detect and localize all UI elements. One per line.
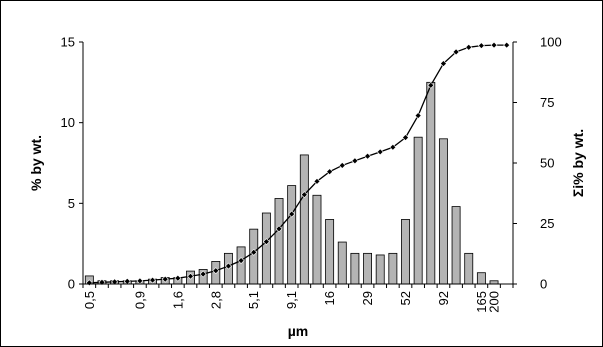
line-point-29 [452, 48, 460, 56]
bar-14 [261, 212, 271, 285]
bar-22 [363, 252, 373, 285]
line-point-26 [414, 112, 422, 119]
line-point-17 [300, 191, 308, 199]
y-right-tick-label-1: 25 [540, 216, 554, 231]
x-tick-label-4: 5,1 [246, 291, 261, 309]
bar-18 [312, 194, 322, 285]
line-point-21 [351, 157, 359, 165]
bar-21 [350, 252, 360, 285]
y-left-tick-label-2: 10 [61, 115, 75, 130]
axes: 0 5 10 15 0 25 50 75 100 0,5 0,9 1,6 2,8 5,1 9,1 16 29 52… [61, 35, 562, 313]
line-point-15 [275, 225, 283, 233]
line-point-7 [174, 274, 182, 282]
line-point-25 [402, 134, 409, 142]
line-point-28 [440, 60, 447, 67]
bar-12 [236, 246, 246, 285]
x-tick-label-8: 52 [398, 291, 413, 305]
bar-31 [476, 272, 486, 285]
cumulative-line [89, 44, 507, 284]
line-point-8 [187, 272, 194, 280]
y-left-tick-label-0: 0 [68, 277, 75, 292]
line-point-6 [161, 275, 169, 283]
bar-23 [375, 254, 385, 285]
bar-19 [325, 219, 335, 285]
x-tick-label-2: 1,6 [170, 291, 185, 309]
line-point-23 [376, 148, 384, 156]
x-tick-label-10: 165 [474, 291, 489, 313]
x-tick-label-9: 92 [436, 291, 451, 305]
line-point-11 [225, 262, 232, 270]
line-point-9 [199, 270, 207, 278]
line-point-27 [427, 81, 435, 89]
line-point-24 [389, 143, 397, 151]
bar-27 [426, 81, 436, 285]
y-left-tick-label-3: 15 [61, 35, 75, 50]
line-point-33 [503, 41, 511, 49]
line-point-19 [326, 168, 334, 176]
line-point-10 [212, 267, 220, 275]
y-right-tick-label-3: 75 [540, 95, 554, 110]
bar-13 [249, 228, 259, 285]
cumulative-line-series [85, 41, 511, 287]
line-point-31 [477, 42, 485, 50]
y-right-tick-label-4: 100 [540, 35, 562, 50]
line-point-30 [465, 43, 473, 51]
bar-30 [464, 252, 474, 285]
line-point-14 [262, 238, 270, 246]
x-tick-label-6: 16 [322, 291, 337, 305]
line-point-2 [111, 278, 119, 286]
x-tick-label-7: 29 [360, 291, 375, 305]
y-right-tick-label-0: 0 [540, 277, 547, 292]
y-axis-left-label: % by wt. [28, 135, 44, 191]
y-right-tick-label-2: 50 [540, 156, 554, 171]
bar-25 [401, 219, 410, 285]
line-point-12 [237, 257, 245, 264]
line-point-5 [149, 276, 156, 284]
bar-15 [274, 198, 284, 285]
y-left-tick-label-1: 5 [68, 196, 75, 211]
y-axis-right-label: Σi% by wt. [570, 129, 586, 197]
x-tick-label-11: 200 [487, 291, 502, 313]
line-point-18 [313, 177, 321, 185]
bar-20 [337, 241, 347, 285]
x-tick-label-1: 0,9 [132, 291, 147, 309]
x-axis-label: µm [288, 323, 309, 339]
bar-16 [287, 185, 297, 285]
line-point-16 [288, 210, 296, 218]
bar-17 [299, 154, 309, 285]
line-point-32 [490, 41, 498, 49]
bar-28 [438, 138, 448, 285]
bar-29 [451, 206, 461, 285]
line-point-20 [338, 161, 346, 169]
line-point-22 [364, 152, 371, 160]
bar-26 [413, 136, 423, 285]
bar-24 [388, 252, 398, 285]
x-tick-label-5: 9,1 [284, 291, 299, 309]
x-tick-label-0: 0,5 [82, 291, 97, 309]
line-point-13 [250, 248, 258, 256]
x-tick-label-3: 2,8 [208, 291, 223, 309]
